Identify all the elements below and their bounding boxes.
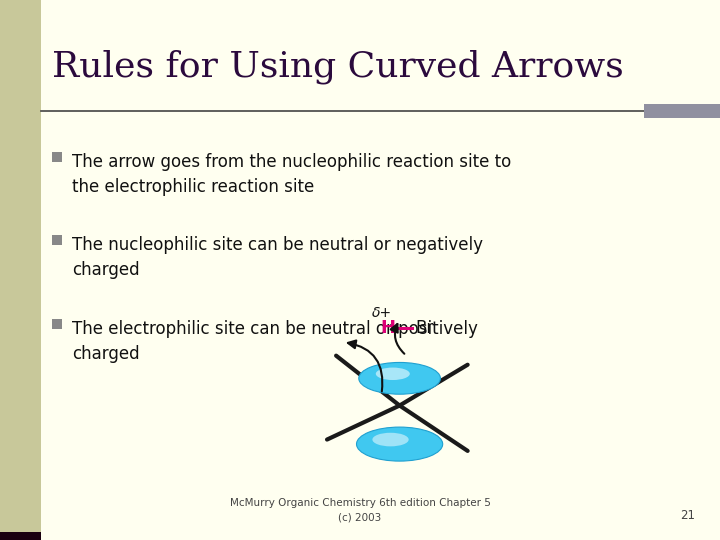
Bar xyxy=(0,0,41,540)
Ellipse shape xyxy=(359,362,441,394)
Text: 21: 21 xyxy=(680,509,695,522)
Text: H: H xyxy=(381,320,396,338)
Bar xyxy=(52,235,62,245)
Text: The nucleophilic site can be neutral or negatively
charged: The nucleophilic site can be neutral or … xyxy=(72,237,483,279)
Text: Br: Br xyxy=(415,320,433,338)
Text: The arrow goes from the nucleophilic reaction site to
the electrophilic reaction: The arrow goes from the nucleophilic rea… xyxy=(72,153,511,195)
FancyArrowPatch shape xyxy=(391,324,405,354)
Bar xyxy=(644,104,720,118)
FancyArrowPatch shape xyxy=(348,341,382,392)
Ellipse shape xyxy=(356,427,443,461)
Bar xyxy=(52,152,62,161)
Text: Rules for Using Curved Arrows: Rules for Using Curved Arrows xyxy=(52,50,624,84)
Ellipse shape xyxy=(372,433,409,447)
Text: McMurry Organic Chemistry 6th edition Chapter 5
(c) 2003: McMurry Organic Chemistry 6th edition Ch… xyxy=(230,498,490,522)
Text: δ+: δ+ xyxy=(372,306,392,320)
Text: The electrophilic site can be neutral or positively
charged: The electrophilic site can be neutral or… xyxy=(72,320,478,363)
Bar xyxy=(0,532,41,540)
Ellipse shape xyxy=(376,368,410,380)
Bar xyxy=(52,319,62,329)
